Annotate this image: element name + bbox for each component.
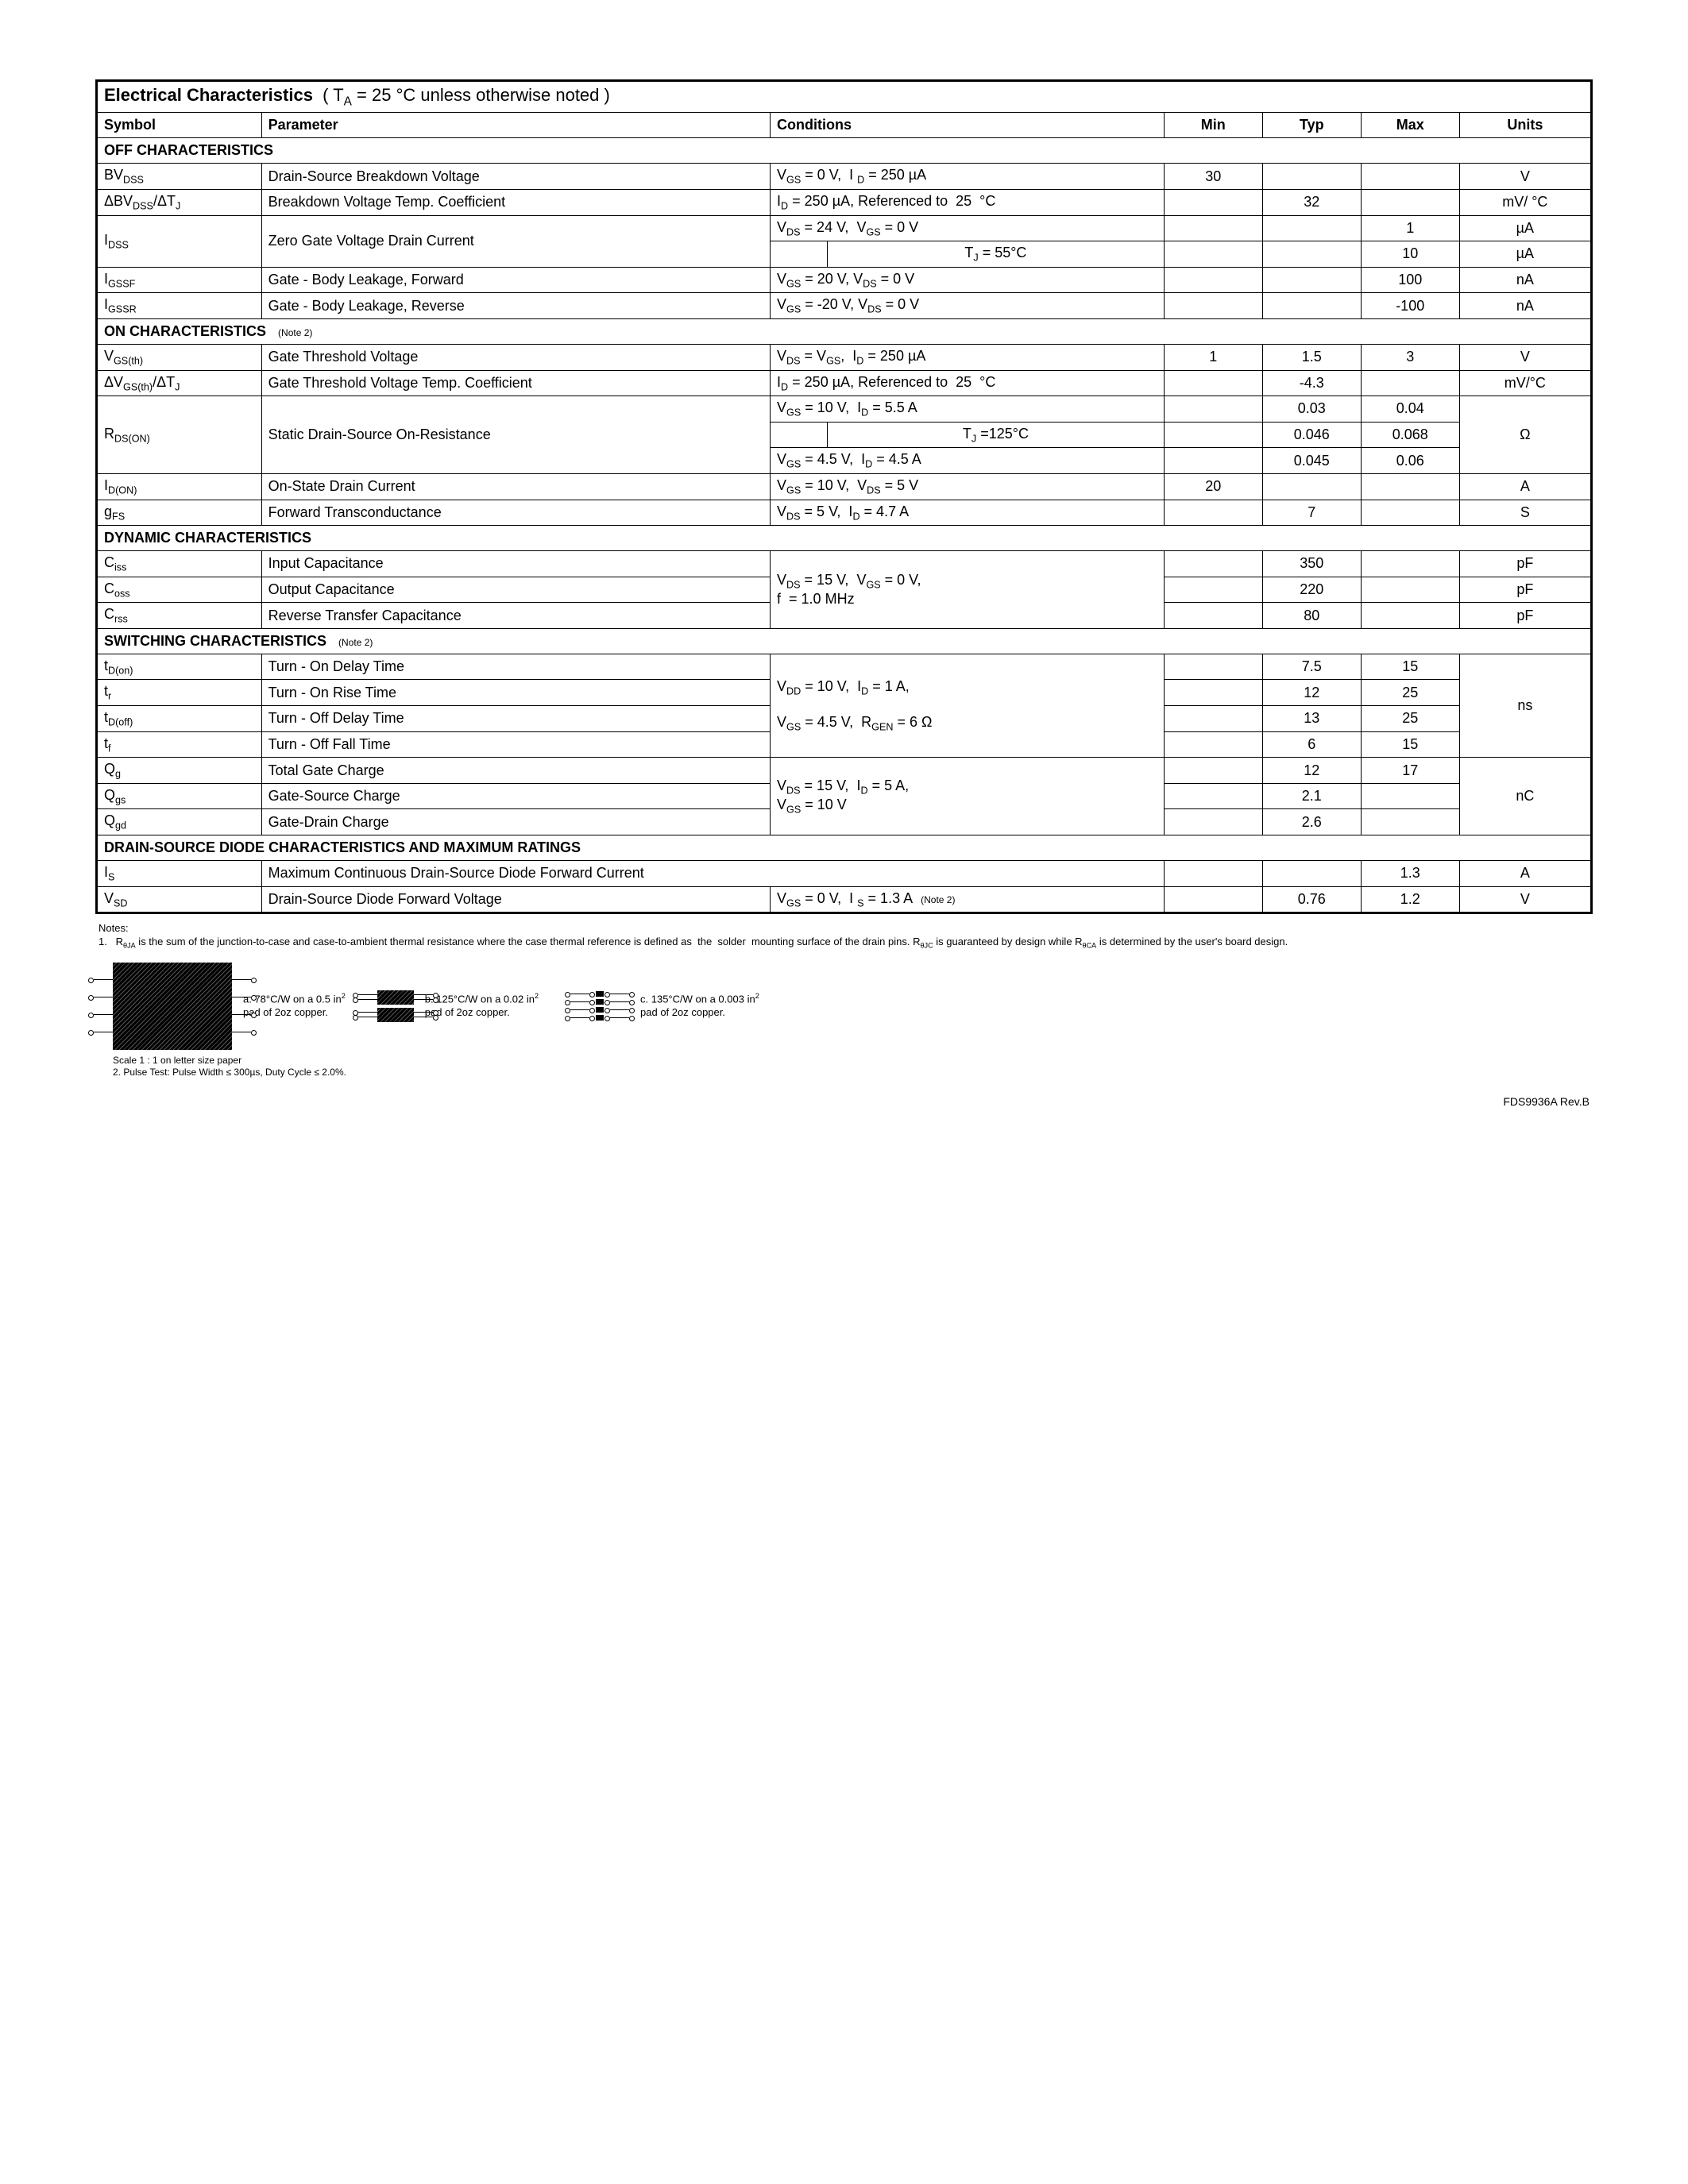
sym: BVDSS bbox=[98, 164, 262, 190]
table-row: RDS(ON) Static Drain-Source On-Resistanc… bbox=[98, 396, 1591, 423]
max bbox=[1361, 164, 1459, 190]
hdr-min: Min bbox=[1164, 113, 1262, 138]
table-row: IS Maximum Continuous Drain-Source Diode… bbox=[98, 861, 1591, 887]
table-row: Ciss Input Capacitance VDS = 15 V, VGS =… bbox=[98, 551, 1591, 577]
hdr-typ: Typ bbox=[1262, 113, 1361, 138]
table-row: ΔBVDSS/ΔTJ Breakdown Voltage Temp. Coeff… bbox=[98, 189, 1591, 215]
table-title-row: Electrical Characteristics ( TA = 25 °C … bbox=[98, 82, 1591, 113]
title-bold: Electrical Characteristics bbox=[104, 85, 313, 105]
table-row: ΔVGS(th)/ΔTJ Gate Threshold Voltage Temp… bbox=[98, 370, 1591, 396]
header-row: Symbol Parameter Conditions Min Typ Max … bbox=[98, 113, 1591, 138]
sym: ΔBVDSS/ΔTJ bbox=[98, 189, 262, 215]
hdr-conditions: Conditions bbox=[771, 113, 1165, 138]
pad-a-graphic bbox=[113, 963, 232, 1050]
units: V bbox=[1459, 164, 1590, 190]
pad-b-label: b. 125°C/W on a 0.02 in2pad of 2oz coppe… bbox=[425, 992, 539, 1020]
table-row: gFS Forward Transconductance VDS = 5 V, … bbox=[98, 500, 1591, 526]
electrical-characteristics-table: Electrical Characteristics ( TA = 25 °C … bbox=[97, 81, 1591, 913]
section-switching: SWITCHING CHARACTERISTICS (Note 2) bbox=[98, 628, 1591, 654]
hdr-units: Units bbox=[1459, 113, 1590, 138]
footer-rev: FDS9936A Rev.B bbox=[95, 1095, 1593, 1108]
param: Breakdown Voltage Temp. Coefficient bbox=[261, 189, 770, 215]
pad-diagrams: a. 78°C/W on a 0.5 in2pad of 2oz copper.… bbox=[113, 963, 1590, 1050]
section-off: OFF CHARACTERISTICS bbox=[98, 138, 1591, 164]
hdr-max: Max bbox=[1361, 113, 1459, 138]
hdr-symbol: Symbol bbox=[98, 113, 262, 138]
notes-label: Notes: bbox=[98, 922, 1590, 936]
pad-b: b. 125°C/W on a 0.02 in2pad of 2oz coppe… bbox=[377, 990, 539, 1022]
section-dynamic: DYNAMIC CHARACTERISTICS bbox=[98, 526, 1591, 551]
table-row: VSD Drain-Source Diode Forward Voltage V… bbox=[98, 886, 1591, 913]
pad-b-graphic bbox=[377, 990, 414, 1022]
table-row: IDSS Zero Gate Voltage Drain Current VDS… bbox=[98, 215, 1591, 241]
pad-c: c. 135°C/W on a 0.003 in2pad of 2oz copp… bbox=[570, 989, 759, 1023]
cond: VDS = 24 V, VGS = 0 V bbox=[771, 215, 1165, 241]
hdr-parameter: Parameter bbox=[261, 113, 770, 138]
min: 30 bbox=[1164, 164, 1262, 190]
pad-a: a. 78°C/W on a 0.5 in2pad of 2oz copper. bbox=[113, 963, 346, 1050]
table-row: IGSSF Gate - Body Leakage, Forward VGS =… bbox=[98, 267, 1591, 293]
datasheet-frame: Electrical Characteristics ( TA = 25 °C … bbox=[95, 79, 1593, 914]
scale-note: Scale 1 : 1 on letter size paper 2. Puls… bbox=[113, 1055, 1590, 1079]
pad-a-label: a. 78°C/W on a 0.5 in2pad of 2oz copper. bbox=[243, 992, 346, 1020]
param: Drain-Source Breakdown Voltage bbox=[261, 164, 770, 190]
sym: IGSSF bbox=[98, 267, 262, 293]
typ bbox=[1262, 164, 1361, 190]
table-row: IGSSR Gate - Body Leakage, Reverse VGS =… bbox=[98, 293, 1591, 319]
pad-c-label: c. 135°C/W on a 0.003 in2pad of 2oz copp… bbox=[640, 992, 759, 1020]
notes-block: Notes: 1. RθJA is the sum of the junctio… bbox=[95, 922, 1593, 1078]
pad-c-graphic bbox=[570, 989, 629, 1023]
sym: IDSS bbox=[98, 215, 262, 267]
param: Zero Gate Voltage Drain Current bbox=[261, 215, 770, 267]
table-row: BVDSS Drain-Source Breakdown Voltage VGS… bbox=[98, 164, 1591, 190]
sym: IGSSR bbox=[98, 293, 262, 319]
title-cond: ( TA = 25 °C unless otherwise noted ) bbox=[318, 85, 610, 105]
table-row: VGS(th) Gate Threshold Voltage VDS = VGS… bbox=[98, 344, 1591, 370]
section-on: ON CHARACTERISTICS (Note 2) bbox=[98, 318, 1591, 344]
cond: ID = 250 µA, Referenced to 25 °C bbox=[771, 189, 1165, 215]
table-row: Qg Total Gate Charge VDS = 15 V, ID = 5 … bbox=[98, 758, 1591, 784]
note-1: RθJA is the sum of the junction-to-case … bbox=[116, 936, 1590, 951]
cond: VGS = 0 V, I D = 250 µA bbox=[771, 164, 1165, 190]
table-row: ID(ON) On-State Drain Current VGS = 10 V… bbox=[98, 473, 1591, 500]
table-row: tD(on) Turn - On Delay Time VDD = 10 V, … bbox=[98, 654, 1591, 680]
subcond: TJ = 55°C bbox=[828, 241, 1165, 268]
section-diode: DRAIN-SOURCE DIODE CHARACTERISTICS AND M… bbox=[98, 835, 1591, 861]
